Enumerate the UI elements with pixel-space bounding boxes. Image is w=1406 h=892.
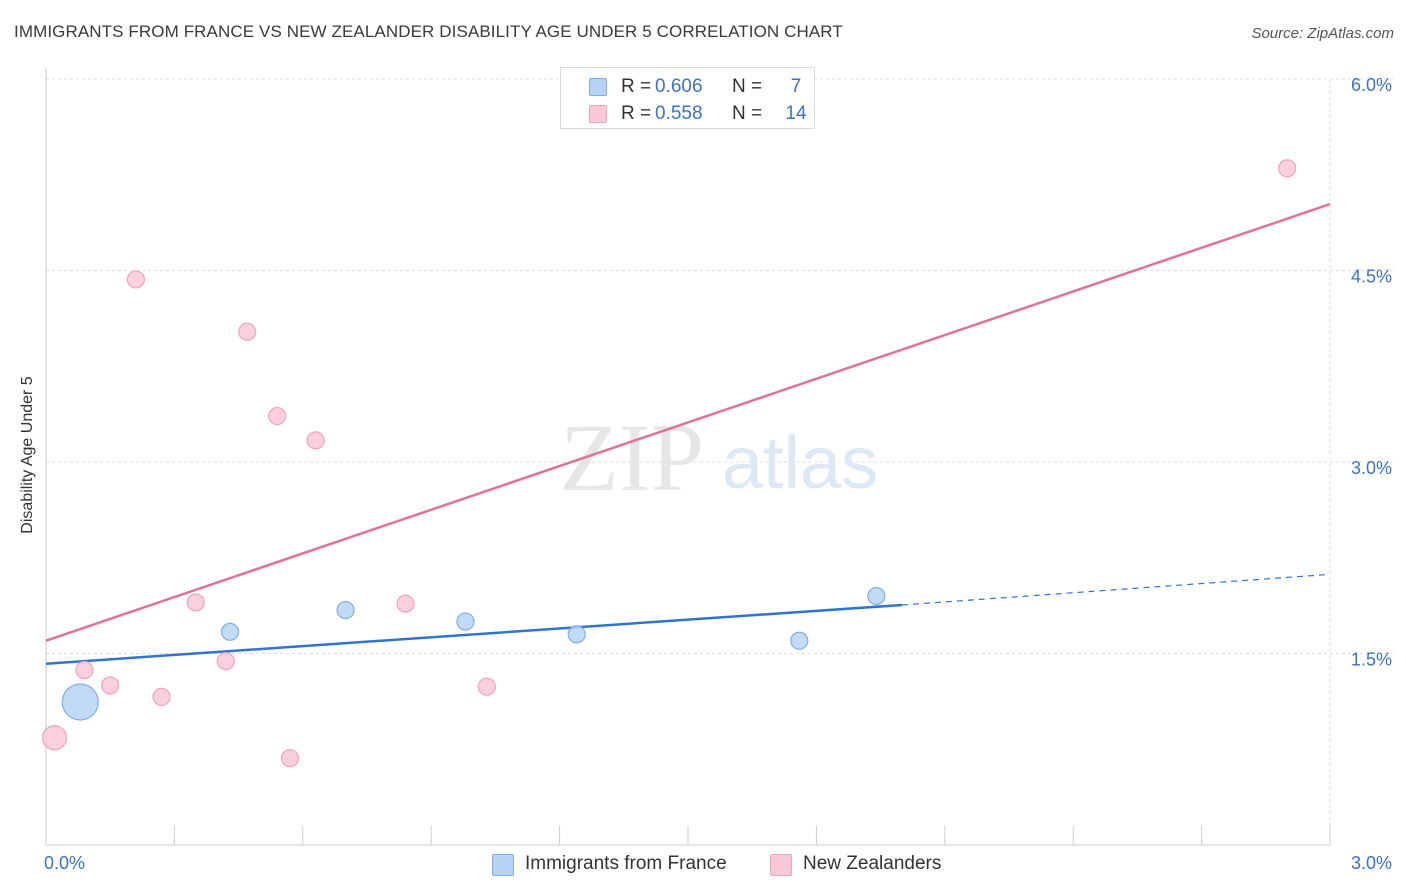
legend-label: New Zealanders [803, 853, 942, 874]
grid-layer [46, 78, 1394, 845]
y-tick-label: 4.5% [1351, 267, 1392, 287]
france-point [220, 622, 240, 641]
france-point [790, 631, 809, 650]
trend-layer [45, 202, 1331, 665]
new-zealanders-point [306, 431, 325, 450]
source-credit: Source: ZipAtlas.com [1251, 25, 1394, 42]
chart-title: IMMIGRANTS FROM FRANCE VS NEW ZEALANDER … [14, 22, 843, 41]
n-value: 7 [790, 76, 802, 97]
n-label: N = [732, 103, 763, 124]
n-value: 14 [785, 103, 807, 124]
france-trend-line [45, 603, 903, 665]
r-label: R = [621, 76, 652, 97]
tick-label-layer: 1.5% 3.0% 4.5% 6.0% 0.0% 3.0% [44, 75, 1392, 873]
new-zealanders-swatch [589, 105, 607, 123]
france-point [61, 683, 99, 721]
france-point [456, 612, 475, 631]
r-value: 0.558 [655, 103, 703, 124]
points-layer [41, 159, 1297, 768]
new-zealanders-point [126, 270, 145, 289]
new-zealanders-point [152, 687, 171, 707]
france-point [867, 586, 886, 606]
x-tick-label: 0.0% [44, 853, 85, 873]
new-zealanders-point [280, 749, 300, 768]
new-zealanders-trend-line [45, 202, 1331, 642]
y-tick-label: 1.5% [1351, 650, 1392, 670]
y-axis-label: Disability Age Under 5 [19, 376, 36, 534]
new-zealanders-point [41, 725, 68, 751]
france-swatch [589, 78, 607, 96]
axis-layer [45, 68, 1331, 846]
new-zealanders-point [216, 652, 235, 671]
y-tick-label: 3.0% [1351, 458, 1392, 478]
france-trend-extension [901, 573, 1331, 606]
r-value: 0.606 [655, 76, 703, 97]
y-tick-label: 6.0% [1351, 75, 1392, 95]
new-zealanders-point [1278, 159, 1297, 178]
new-zealanders-point [186, 593, 205, 612]
new-zealanders-point [101, 676, 120, 695]
new-zealanders-legend-swatch [770, 854, 792, 876]
france-point [567, 625, 586, 644]
new-zealanders-point [238, 322, 257, 341]
r-label: R = [621, 103, 652, 124]
legend-label: Immigrants from France [525, 853, 727, 874]
new-zealanders-point [396, 594, 415, 613]
france-point [336, 600, 355, 620]
new-zealanders-point [268, 406, 287, 426]
new-zealanders-point [477, 677, 496, 696]
watermark-atlas: atlas [722, 421, 878, 504]
stats-legend: R = 0.606 N = 7 R = 0.558 N = 14 [560, 67, 815, 129]
n-label: N = [732, 76, 763, 97]
series-legend: Immigrants from France New Zealanders [0, 852, 1406, 878]
x-tick-label: 3.0% [1351, 853, 1392, 873]
france-legend-swatch [492, 854, 514, 876]
new-zealanders-point [75, 660, 94, 680]
